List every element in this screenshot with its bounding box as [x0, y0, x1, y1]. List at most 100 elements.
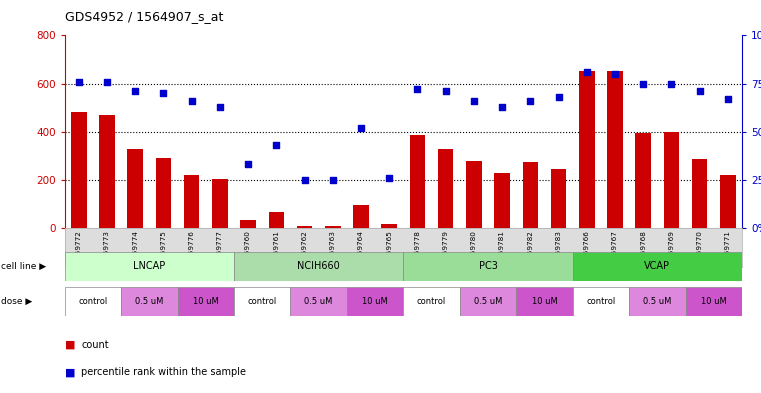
- Bar: [692, 159, 708, 228]
- Text: GSM1359783: GSM1359783: [556, 230, 562, 279]
- Text: GSM1359764: GSM1359764: [358, 230, 364, 279]
- Text: GSM1359760: GSM1359760: [245, 230, 251, 279]
- Text: 0.5 uM: 0.5 uM: [135, 297, 164, 306]
- Text: 0.5 uM: 0.5 uM: [643, 297, 671, 306]
- Text: GSM1359772: GSM1359772: [76, 230, 81, 279]
- Bar: [325, 226, 340, 228]
- Bar: [409, 135, 425, 228]
- Text: GSM1359779: GSM1359779: [443, 230, 449, 279]
- Bar: [523, 162, 538, 228]
- Bar: [99, 115, 115, 228]
- Text: GSM1359776: GSM1359776: [189, 230, 195, 279]
- Text: control: control: [586, 297, 616, 306]
- Text: GSM1359777: GSM1359777: [217, 230, 223, 279]
- Text: GSM1359761: GSM1359761: [273, 230, 279, 279]
- Text: 0.5 uM: 0.5 uM: [304, 297, 333, 306]
- Text: control: control: [417, 297, 446, 306]
- Point: [270, 142, 282, 148]
- Point: [637, 80, 649, 86]
- Point: [581, 69, 593, 75]
- Text: GSM1359780: GSM1359780: [471, 230, 477, 279]
- Bar: [156, 158, 171, 228]
- Bar: [269, 212, 284, 228]
- Bar: [234, 287, 291, 316]
- Text: GSM1359762: GSM1359762: [301, 230, 307, 279]
- Bar: [128, 149, 143, 228]
- Text: GSM1359765: GSM1359765: [387, 230, 392, 279]
- Bar: [184, 175, 199, 228]
- Text: control: control: [78, 297, 107, 306]
- Text: cell line ▶: cell line ▶: [1, 262, 46, 271]
- Bar: [551, 169, 566, 228]
- Bar: [516, 287, 572, 316]
- Text: GSM1359773: GSM1359773: [104, 230, 110, 279]
- Bar: [177, 287, 234, 316]
- Text: count: count: [81, 340, 109, 350]
- Point: [412, 86, 424, 92]
- Bar: [495, 173, 510, 228]
- Bar: [240, 220, 256, 228]
- Bar: [71, 112, 87, 228]
- Text: GSM1359769: GSM1359769: [668, 230, 674, 279]
- Bar: [629, 287, 686, 316]
- Point: [609, 71, 621, 77]
- Bar: [65, 252, 234, 281]
- Bar: [572, 287, 629, 316]
- Text: VCAP: VCAP: [645, 261, 670, 271]
- Text: GDS4952 / 1564907_s_at: GDS4952 / 1564907_s_at: [65, 10, 223, 23]
- Bar: [381, 224, 397, 228]
- Point: [524, 98, 537, 104]
- Text: GSM1359767: GSM1359767: [612, 230, 618, 279]
- Text: GSM1359775: GSM1359775: [161, 230, 167, 279]
- Text: ■: ■: [65, 340, 78, 350]
- Bar: [234, 252, 403, 281]
- Text: LNCAP: LNCAP: [133, 261, 165, 271]
- Text: GSM1359774: GSM1359774: [132, 230, 139, 279]
- Point: [721, 96, 734, 102]
- Text: 0.5 uM: 0.5 uM: [474, 297, 502, 306]
- Text: NCIH660: NCIH660: [298, 261, 340, 271]
- Point: [73, 79, 85, 85]
- Text: GSM1359782: GSM1359782: [527, 230, 533, 279]
- Text: GSM1359781: GSM1359781: [499, 230, 505, 279]
- Point: [298, 176, 310, 183]
- Point: [693, 88, 705, 94]
- Bar: [121, 287, 177, 316]
- Bar: [572, 252, 742, 281]
- Text: 10 uM: 10 uM: [193, 297, 218, 306]
- Point: [665, 80, 677, 86]
- Text: 10 uM: 10 uM: [701, 297, 727, 306]
- Point: [552, 94, 565, 100]
- Point: [129, 88, 142, 94]
- Bar: [635, 133, 651, 228]
- Point: [468, 98, 480, 104]
- Point: [214, 103, 226, 110]
- Text: GSM1359770: GSM1359770: [696, 230, 702, 279]
- Bar: [460, 287, 516, 316]
- Point: [101, 79, 113, 85]
- Bar: [291, 287, 347, 316]
- Bar: [466, 160, 482, 228]
- Text: GSM1359778: GSM1359778: [415, 230, 420, 279]
- Point: [326, 176, 339, 183]
- Bar: [65, 287, 121, 316]
- Text: PC3: PC3: [479, 261, 498, 271]
- Bar: [720, 175, 736, 228]
- Point: [186, 98, 198, 104]
- Point: [440, 88, 452, 94]
- Text: GSM1359766: GSM1359766: [584, 230, 590, 279]
- Bar: [403, 252, 572, 281]
- Bar: [664, 132, 679, 228]
- Text: GSM1359763: GSM1359763: [330, 230, 336, 279]
- Text: GSM1359768: GSM1359768: [640, 230, 646, 279]
- Text: ■: ■: [65, 367, 78, 377]
- Point: [158, 90, 170, 96]
- Bar: [212, 178, 228, 228]
- Text: GSM1359771: GSM1359771: [725, 230, 731, 279]
- Bar: [579, 72, 594, 228]
- Text: 10 uM: 10 uM: [531, 297, 557, 306]
- Bar: [297, 226, 312, 228]
- Text: percentile rank within the sample: percentile rank within the sample: [81, 367, 247, 377]
- Text: dose ▶: dose ▶: [1, 297, 32, 306]
- Point: [383, 175, 395, 181]
